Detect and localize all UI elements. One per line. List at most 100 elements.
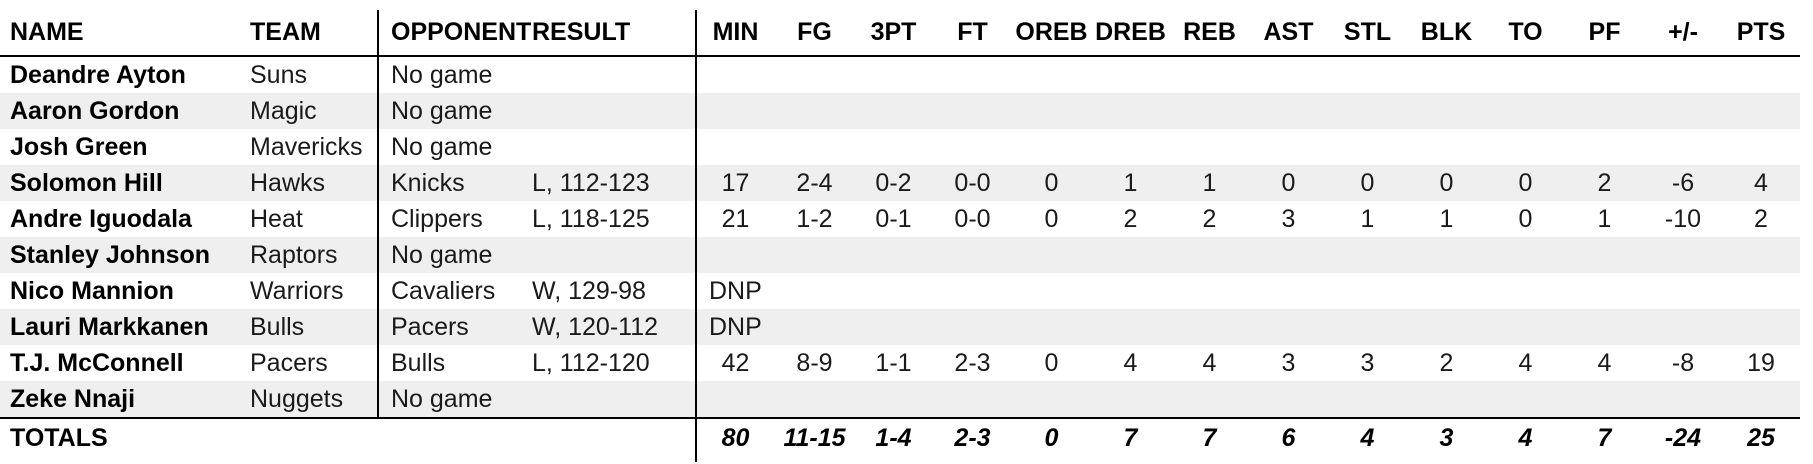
result-cell [532,93,696,129]
stat-cell-dreb [1091,129,1170,165]
stat-cell-ft: 2-3 [954,348,991,377]
result-cell [532,237,696,273]
stat-cell-fg [775,381,854,418]
totals-stl: 4 [1328,417,1407,457]
stat-cell-dreb: 2 [1123,204,1138,233]
column-header-name: NAME [0,10,250,57]
player-name-cell: T.J. McConnell [10,348,184,377]
column-header-team: TEAM [250,10,378,57]
team-cell: Raptors [250,240,338,269]
stat-cell-plusminus: -10 [1664,204,1702,233]
column-header-blk: BLK [1407,10,1486,57]
stat-cell-fg [775,93,854,129]
stat-cell-oreb [1012,56,1091,93]
stat-cell-min: 21 [721,204,750,233]
player-stats-table: NAME TEAM OPPONENT RESULT MIN FG 3PT FT … [0,10,1800,457]
stat-cell-reb [1170,129,1249,165]
team-cell: Pacers [250,348,328,377]
totals-min: 80 [696,417,775,457]
stat-cell-blk [1407,309,1486,345]
stat-cell-to: 0 [1518,168,1533,197]
stat-cell-oreb: 0 [1044,168,1059,197]
divider-team-opponent [377,10,379,417]
stat-cell-dreb [1091,93,1170,129]
stat-cell-ft: 0-0 [954,168,991,197]
totals-reb: 7 [1170,417,1249,457]
stat-cell-oreb [1012,237,1091,273]
stat-cell-stl [1328,381,1407,418]
stat-cell-pf [1565,93,1644,129]
column-header-to: TO [1486,10,1565,57]
stat-cell-plusminus [1644,381,1722,418]
stat-cell-ft: 0-0 [954,204,991,233]
stat-cell-dreb [1091,381,1170,418]
column-header-dreb: DREB [1091,10,1170,57]
totals-dreb: 7 [1091,417,1170,457]
stat-cell-plusminus [1644,93,1722,129]
opponent-cell: Bulls [391,348,446,377]
stat-cell-reb: 1 [1202,168,1217,197]
result-cell [532,129,696,165]
player-row: Aaron Gordon Magic No game [0,93,1800,129]
stat-cell-dreb [1091,309,1170,345]
stat-cell-fg: 2-4 [796,168,833,197]
player-name-cell: Deandre Ayton [10,60,186,89]
stat-cell-ast [1249,381,1328,418]
totals-plusminus: -24 [1644,417,1722,457]
stat-cell-plusminus [1644,129,1722,165]
stat-cell-blk [1407,129,1486,165]
column-header-opponent: OPPONENT [378,10,532,57]
stat-cell-pf [1565,381,1644,418]
stat-cell-plusminus: -6 [1671,168,1695,197]
stat-cell-3pt [854,237,933,273]
stat-cell-reb [1170,309,1249,345]
stat-cell-blk [1407,93,1486,129]
column-header-ft: FT [933,10,1012,57]
opponent-cell: No game [391,240,493,269]
stat-cell-to [1486,237,1565,273]
stat-cell-pf: 4 [1597,348,1612,377]
column-header-min: MIN [696,10,775,57]
stat-cell-3pt [854,309,933,345]
stat-cell-ast: 0 [1281,168,1296,197]
stat-cell-ft [933,237,1012,273]
player-name-cell: Solomon Hill [10,168,163,197]
stat-cell-min: DNP [709,312,762,341]
totals-blk: 3 [1407,417,1486,457]
opponent-cell: Clippers [391,204,483,233]
player-name-cell: Lauri Markkanen [10,312,209,341]
player-row: Lauri Markkanen Bulls Pacers W, 120-112 … [0,309,1800,345]
stat-cell-oreb [1012,273,1091,309]
player-row: Zeke Nnaji Nuggets No game [0,381,1800,418]
opponent-cell: Knicks [391,168,465,197]
stat-cell-blk [1407,56,1486,93]
stat-cell-ft [933,273,1012,309]
stat-cell-blk [1407,381,1486,418]
stat-cell-reb [1170,56,1249,93]
stat-cell-min [696,56,775,93]
stat-cell-fg [775,56,854,93]
stat-cell-ast [1249,93,1328,129]
player-name-cell: Stanley Johnson [10,240,211,269]
stat-cell-plusminus [1644,56,1722,93]
stat-cell-dreb [1091,237,1170,273]
team-cell: Magic [250,96,317,125]
result-cell: L, 118-125 [532,204,650,233]
stat-cell-stl [1328,56,1407,93]
stat-cell-reb [1170,273,1249,309]
stat-cell-ast [1249,237,1328,273]
player-row: Josh Green Mavericks No game [0,129,1800,165]
stat-cell-fg [775,273,854,309]
stat-cell-pf: 1 [1597,204,1612,233]
totals-to: 4 [1486,417,1565,457]
stat-cell-blk [1407,273,1486,309]
opponent-cell: No game [391,60,493,89]
stat-cell-3pt [854,381,933,418]
opponent-cell: No game [391,384,493,413]
column-header-result: RESULT [532,10,696,57]
column-header-stl: STL [1328,10,1407,57]
stat-cell-min [696,93,775,129]
result-cell: W, 129-98 [532,276,646,305]
stat-cell-reb [1170,381,1249,418]
stat-cell-blk [1407,237,1486,273]
